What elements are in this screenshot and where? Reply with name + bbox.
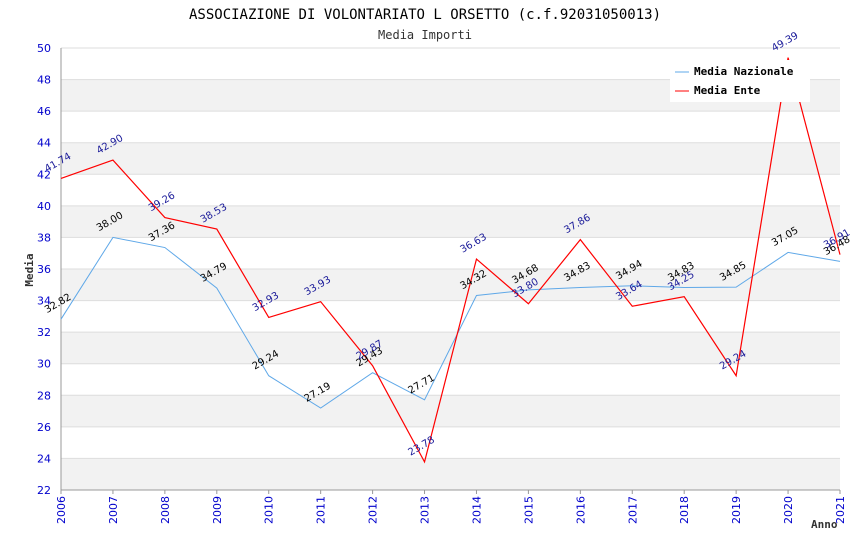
y-tick-label: 40 (37, 200, 51, 213)
grid-band (61, 205, 840, 238)
x-tick-label: 2012 (367, 496, 380, 524)
y-tick-label: 30 (37, 358, 51, 371)
y-tick-label: 48 (37, 74, 51, 87)
legend-box (670, 60, 810, 102)
x-tick-label: 2020 (782, 496, 795, 524)
grid-band (61, 395, 840, 427)
x-tick-label: 2007 (107, 496, 120, 524)
grid-band (61, 142, 840, 175)
x-tick-label: 2013 (419, 496, 432, 524)
y-tick-label: 34 (37, 295, 51, 308)
grid-band (61, 237, 840, 269)
x-tick-label: 2011 (315, 496, 328, 524)
x-axis-label: Anno (811, 518, 838, 531)
grid-bands (61, 47, 840, 491)
y-tick-label: 44 (37, 137, 51, 150)
chart-subtitle: Media Importi (378, 28, 472, 42)
x-tick-label: 2019 (730, 496, 743, 524)
y-tick-label: 24 (37, 452, 51, 465)
series-group (60, 57, 841, 464)
y-tick-label: 50 (37, 42, 51, 55)
grid-band (61, 174, 840, 206)
grid-band (61, 426, 840, 459)
chart-title: ASSOCIAZIONE DI VOLONTARIATO L ORSETTO (… (189, 7, 661, 23)
grid-band (61, 269, 840, 301)
legend-label-ente: Media Ente (694, 84, 761, 97)
legend-label-nazionale: Media Nazionale (694, 65, 794, 78)
x-tick-label: 2021 (834, 496, 847, 524)
x-tick-label: 2008 (159, 496, 172, 524)
y-tick-label: 26 (37, 421, 51, 434)
x-tick-label: 2016 (574, 496, 587, 524)
grid-band (61, 363, 840, 396)
y-axis-label: Media (23, 253, 36, 286)
x-tick-label: 2009 (211, 496, 224, 524)
x-tick-label: 2006 (55, 496, 68, 524)
x-tick-label: 2010 (263, 496, 276, 524)
grid-band (61, 300, 840, 333)
grid-band (61, 111, 840, 143)
y-tick-label: 38 (37, 231, 51, 244)
axes: 22 24 26 28 30 32 34 36 38 40 42 44 46 48 50 2006 2007 20… (37, 42, 847, 524)
x-tick-label: 2018 (678, 496, 691, 524)
y-tick-label: 46 (37, 105, 51, 118)
x-tick-label: 2017 (626, 496, 639, 524)
y-tick-label: 22 (37, 484, 51, 497)
y-tick-label: 28 (37, 389, 51, 402)
legend: Media Nazionale Media Ente (670, 60, 810, 102)
series-line-nazionale (60, 236, 841, 409)
y-tick-label: 36 (37, 263, 51, 276)
x-tick-label: 2015 (522, 496, 535, 524)
y-tick-label: 32 (37, 326, 51, 339)
series-line-ente (60, 57, 841, 464)
y-tick-label: 42 (37, 168, 51, 181)
grid-band (61, 458, 840, 490)
x-tick-label: 2014 (470, 496, 483, 524)
